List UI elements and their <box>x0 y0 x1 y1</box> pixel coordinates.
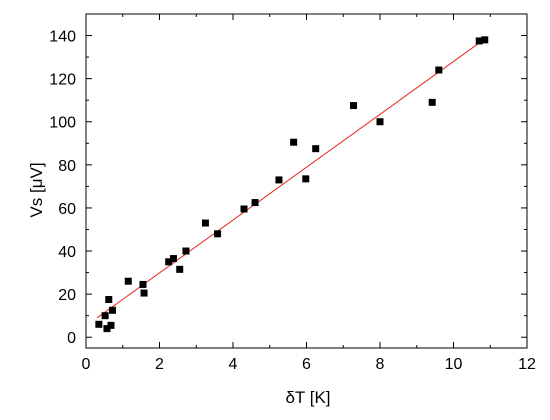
data-point <box>107 321 115 329</box>
data-point <box>214 230 222 238</box>
data-point <box>428 98 436 106</box>
x-tick-label: 12 <box>518 356 536 373</box>
x-tick-label: 8 <box>376 356 385 373</box>
y-tick-label: 0 <box>67 330 76 347</box>
y-axis-title: Vs [μV] <box>27 162 46 217</box>
data-point <box>312 145 320 153</box>
data-points <box>95 36 489 333</box>
y-tick-label: 140 <box>49 29 76 46</box>
data-point <box>101 312 109 320</box>
data-point <box>275 176 283 184</box>
y-tick-label: 20 <box>58 287 76 304</box>
x-tick-label: 2 <box>155 356 164 373</box>
data-point <box>290 138 298 146</box>
y-tick-label: 100 <box>49 115 76 132</box>
data-point <box>302 175 310 183</box>
data-point <box>165 258 173 266</box>
fit-line <box>96 37 487 319</box>
data-point <box>140 289 148 297</box>
y-tick-label: 60 <box>58 201 76 218</box>
data-point <box>376 118 384 126</box>
x-tick-label: 6 <box>302 356 311 373</box>
x-tick-label: 0 <box>82 356 91 373</box>
data-point <box>435 66 443 74</box>
x-tick-label: 10 <box>445 356 463 373</box>
data-point <box>105 296 113 304</box>
data-point <box>475 37 483 45</box>
data-point <box>95 320 103 328</box>
data-point <box>124 277 132 285</box>
x-axis-title: δT [K] <box>285 388 330 407</box>
data-point <box>240 205 248 213</box>
data-point <box>169 255 177 263</box>
data-point <box>481 36 489 44</box>
data-point <box>139 280 147 288</box>
data-point <box>182 247 190 255</box>
y-tick-label: 40 <box>58 244 76 261</box>
data-point <box>108 306 116 314</box>
x-tick-label: 4 <box>229 356 238 373</box>
data-point <box>176 265 184 273</box>
data-point <box>201 219 209 227</box>
y-tick-label: 120 <box>49 72 76 89</box>
data-point <box>251 199 259 207</box>
data-point <box>103 325 111 333</box>
data-point <box>350 102 358 110</box>
fit-line-group <box>96 37 487 319</box>
y-tick-label: 80 <box>58 158 76 175</box>
axes <box>85 13 528 349</box>
